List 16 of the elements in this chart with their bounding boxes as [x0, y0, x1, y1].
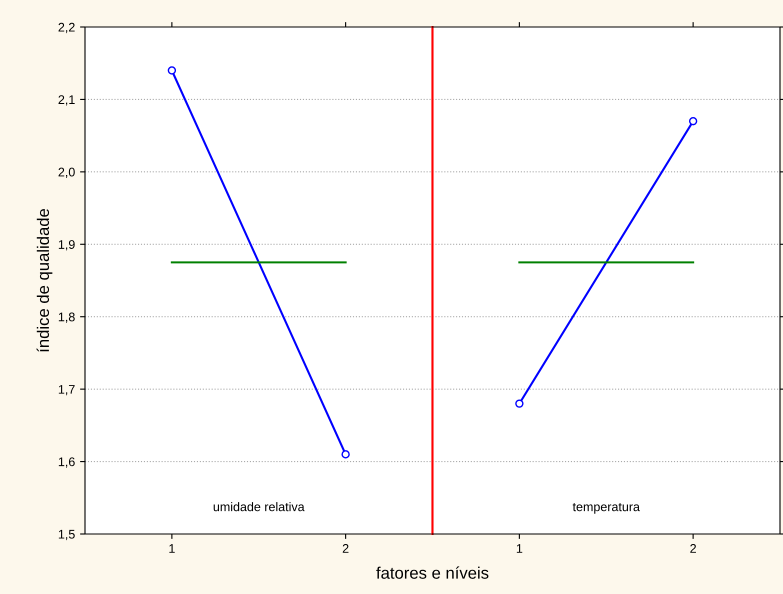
y-tick-label: 2,0 — [58, 168, 75, 178]
x-tick-label: 1 — [516, 544, 522, 553]
y-axis-title: índice de qualidade — [36, 208, 52, 352]
y-tick-label: 1,9 — [58, 240, 75, 250]
y-tick-label: 1,8 — [58, 312, 75, 323]
annotation: temperatura — [572, 503, 640, 514]
x-axis-title: fatores e níveis — [376, 566, 488, 579]
x-tick-label: 1 — [169, 544, 175, 553]
x-tick-label: 2 — [342, 544, 348, 553]
y-tick-label: 1,6 — [58, 457, 75, 468]
x-tick-label: 2 — [690, 544, 696, 553]
y-tick-label: 2,2 — [58, 22, 75, 34]
y-tick-label: 1,7 — [58, 385, 75, 396]
y-tick-label: 2,1 — [58, 95, 75, 106]
annotation: umidade relativa — [214, 502, 305, 512]
y-tick-label: 1,5 — [58, 530, 75, 540]
